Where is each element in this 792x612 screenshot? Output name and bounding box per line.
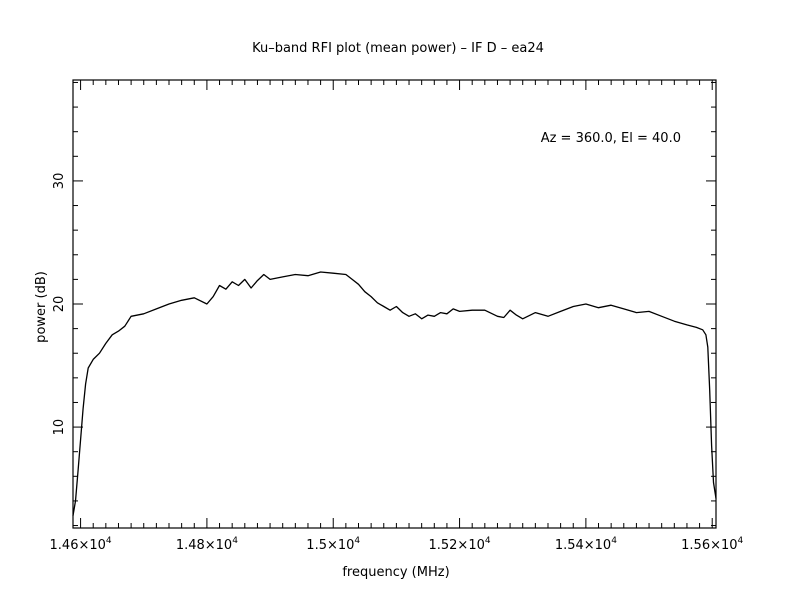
x-tick-label: 1.5×104	[306, 536, 360, 553]
x-tick-label: 1.48×104	[176, 536, 238, 553]
y-tick-label: 30	[52, 173, 67, 190]
x-tick-label: 1.46×104	[50, 536, 112, 553]
x-axis-label: frequency (MHz)	[342, 565, 449, 580]
plot-frame	[72, 79, 717, 529]
y-tick-label: 20	[52, 296, 67, 313]
tick-labels: 1.46×104 1.48×104 1.5×104 1.52×104 1.54×104 1…	[50, 173, 744, 553]
x-tick-label: 1.52×104	[428, 536, 490, 553]
chart-annotation: Az = 360.0, El = 40.0	[541, 131, 681, 146]
x-tick-label: 1.54×104	[555, 536, 617, 553]
y-axis-label: power (dB)	[34, 271, 49, 343]
chart-title: Ku–band RFI plot (mean power) – IF D – e…	[252, 41, 544, 56]
y-tick-label: 10	[52, 419, 67, 436]
x-tick-label: 1.56×104	[681, 536, 743, 553]
series-line	[72, 271, 717, 516]
axis-ticks	[73, 80, 716, 528]
